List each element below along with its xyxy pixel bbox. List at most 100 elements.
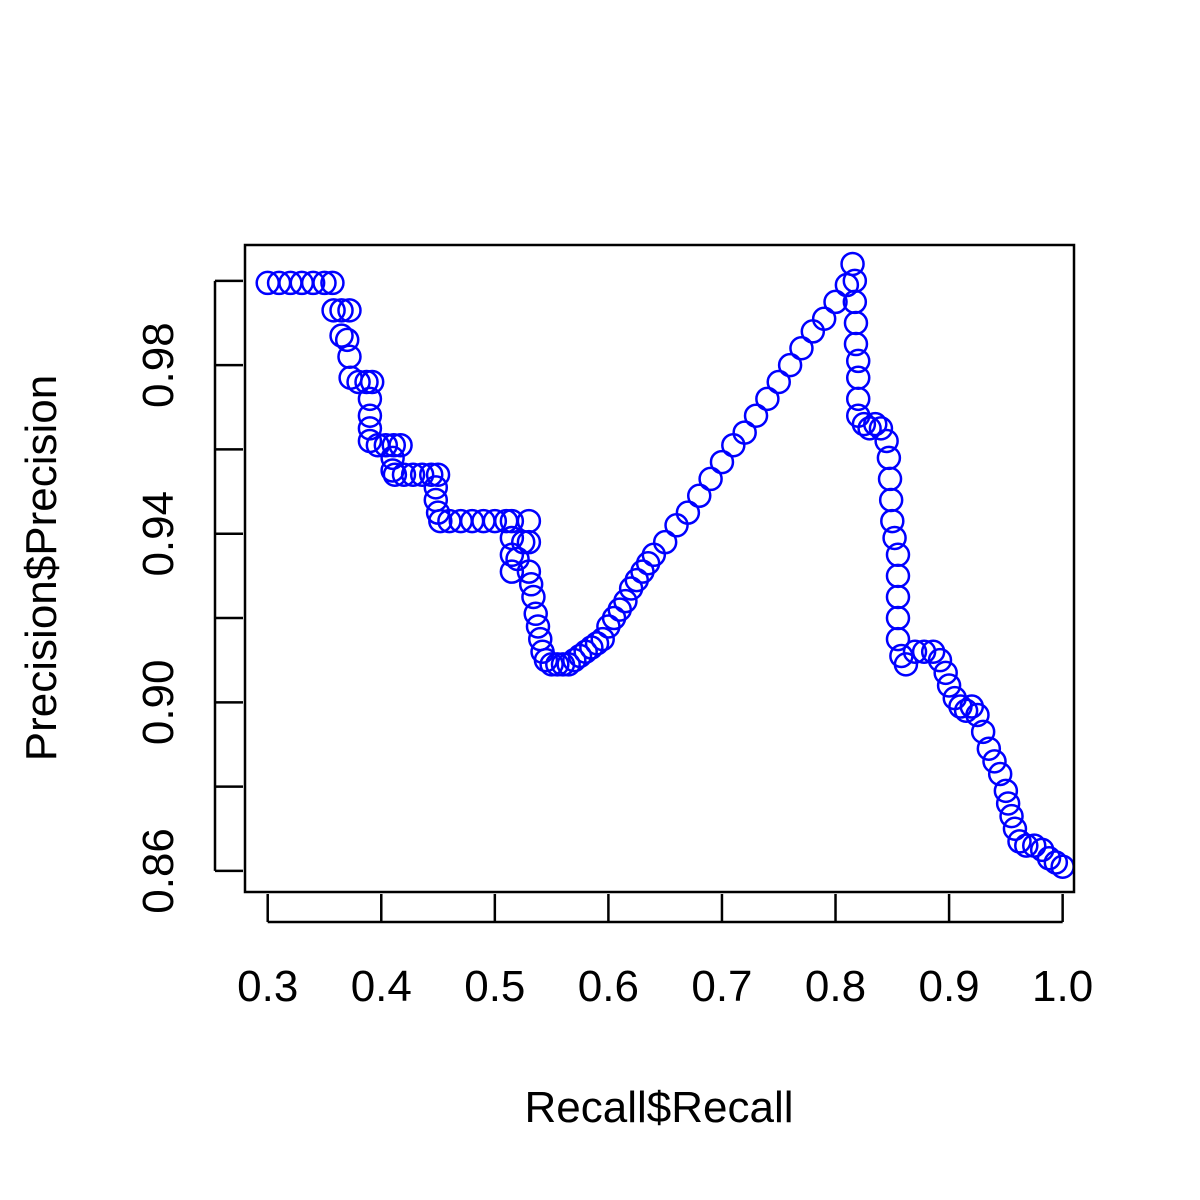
data-point: [1007, 829, 1032, 854]
data-point: [539, 652, 564, 677]
data-point: [766, 369, 791, 395]
data-point: [584, 631, 610, 656]
data-point: [675, 500, 701, 525]
data-point: [845, 386, 871, 412]
data-point: [329, 323, 354, 348]
y-tick-label: 0.86: [134, 828, 183, 914]
data-point: [743, 403, 769, 428]
data-point: [863, 411, 888, 437]
data-point: [652, 529, 678, 555]
data-point: [1036, 846, 1062, 871]
data-point: [811, 306, 837, 332]
data-point: [423, 475, 449, 500]
data-point: [868, 416, 894, 441]
data-point: [337, 298, 362, 323]
data-point: [382, 462, 408, 487]
data-point: [613, 588, 638, 614]
data-point: [320, 270, 345, 296]
data-point: [851, 411, 877, 437]
data-point: [400, 462, 426, 487]
x-tick-label: 0.6: [578, 962, 639, 1011]
data-point: [590, 626, 615, 652]
data-point: [321, 298, 346, 323]
data-point: [709, 449, 735, 475]
x-tick-label: 0.7: [691, 962, 752, 1011]
data-point: [518, 572, 544, 597]
x-tick-label: 0.5: [464, 962, 525, 1011]
data-point: [893, 652, 919, 677]
x-tick-label: 1.0: [1032, 962, 1093, 1011]
x-tick-label: 0.8: [805, 962, 866, 1011]
data-point: [686, 483, 712, 509]
data-point: [499, 559, 525, 584]
data-point: [357, 386, 383, 412]
data-point: [840, 251, 865, 277]
data-point: [911, 639, 937, 664]
data-point: [499, 508, 525, 534]
data-point: [874, 428, 899, 454]
y-tick-label: 0.94: [134, 491, 183, 577]
data-point: [999, 803, 1024, 829]
data-point: [329, 298, 354, 323]
data-point: [533, 647, 559, 673]
data-point: [987, 761, 1013, 787]
data-point: [381, 432, 407, 458]
data-point: [312, 270, 337, 296]
data-point: [843, 331, 869, 357]
data-point: [698, 466, 723, 492]
data-point: [380, 445, 405, 471]
data-point: [482, 508, 508, 534]
data-point: [995, 791, 1021, 816]
data-point: [902, 639, 928, 664]
x-axis: 0.3 0.4 0.5 0.6 0.7 0.8 0.9 1.0: [237, 894, 1093, 1011]
data-point: [388, 432, 413, 458]
data-point: [334, 327, 360, 353]
data-point: [982, 749, 1007, 774]
x-axis-title: Recall$Recall: [524, 1083, 793, 1132]
data-point: [976, 736, 1002, 761]
data-point: [357, 403, 383, 428]
data-point: [523, 601, 548, 627]
data-point: [1029, 837, 1055, 863]
data-point: [885, 626, 911, 652]
y-axis-title: Precision$Precision: [17, 375, 66, 761]
data-point: [857, 416, 882, 441]
y-axis: 0.86 0.90 0.94 0.98: [134, 279, 243, 914]
data-point: [418, 462, 444, 487]
plot-frame: [243, 243, 1076, 894]
x-tick-label: 0.3: [237, 962, 298, 1011]
data-point: [300, 270, 326, 296]
data-point: [428, 508, 453, 534]
data-point: [354, 369, 379, 395]
data-point: [882, 525, 907, 551]
data-point: [933, 660, 958, 686]
data-point: [425, 462, 451, 487]
data-point: [732, 420, 757, 445]
data-point: [993, 778, 1019, 804]
data-point: [777, 352, 803, 378]
data-point: [936, 673, 962, 698]
data-point: [545, 652, 570, 677]
data-point: [920, 639, 946, 664]
data-point: [346, 369, 371, 395]
data-point: [409, 462, 435, 487]
data-point: [845, 348, 871, 374]
data-point: [789, 336, 814, 361]
data-point: [927, 647, 953, 673]
data-point: [965, 702, 990, 728]
data-point: [1014, 833, 1039, 858]
data-point: [516, 529, 542, 555]
data-point: [970, 719, 996, 745]
data-point: [823, 289, 848, 315]
data-point: [1043, 850, 1069, 875]
data-point: [391, 462, 417, 487]
data-point: [953, 698, 979, 724]
x-tick-label: 0.4: [351, 962, 412, 1011]
data-point: [755, 386, 780, 412]
data-point: [525, 614, 551, 639]
data-point: [880, 508, 905, 534]
data-point: [1002, 816, 1028, 842]
data-points: [255, 251, 1075, 879]
